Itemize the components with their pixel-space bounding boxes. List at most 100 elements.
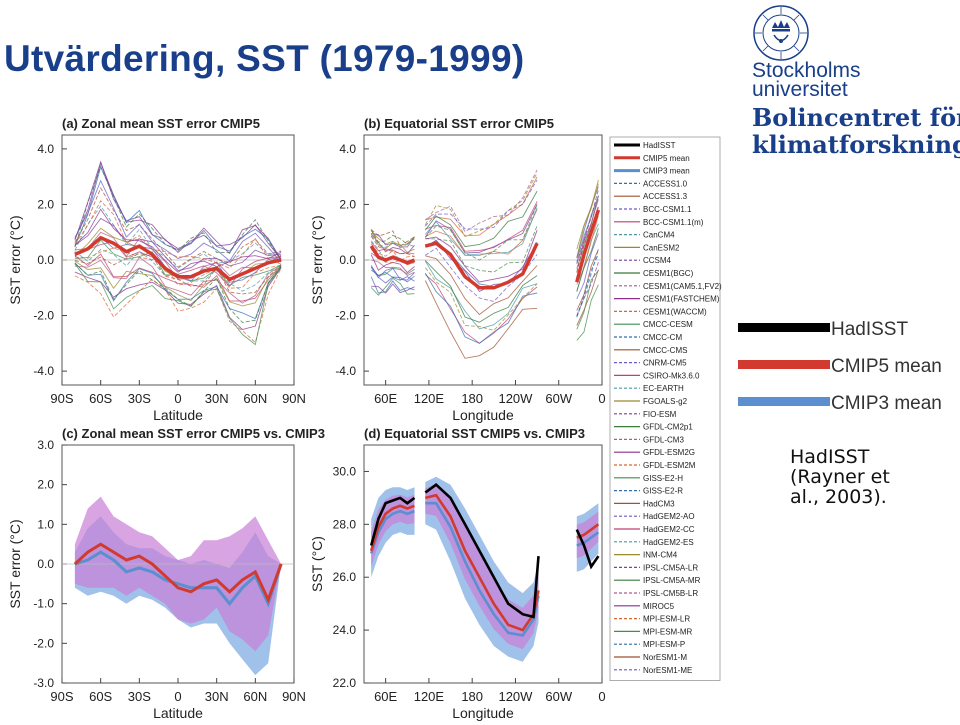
model-legend-label: FGOALS-g2 xyxy=(643,397,688,406)
centre-name-line2: klimatforskning xyxy=(752,130,960,159)
seal-outer-ring xyxy=(753,5,809,61)
panel-b-model-line xyxy=(424,179,538,230)
model-legend-label: INM-CM4 xyxy=(643,551,678,560)
panel-a-model-line xyxy=(74,260,282,307)
model-legend-label: HadISST xyxy=(643,141,676,150)
panel-a-model-line xyxy=(74,262,282,320)
panel-a-xtick-label: 90N xyxy=(282,391,306,406)
panel-b-model-line xyxy=(370,277,415,296)
panel-c-xtick-label: 60S xyxy=(89,689,112,704)
panel-d-cmip5-band xyxy=(576,511,599,559)
panel-d-xlabel: Longitude xyxy=(452,705,514,721)
panel-d-xtick-label: 120E xyxy=(414,689,445,704)
panel-c-ytick-label: -3.0 xyxy=(33,676,54,690)
sst-figure: (a) Zonal mean SST error CMIP5 4.0 2.0 0.0 -… xyxy=(7,116,722,721)
panel-b-model-line xyxy=(425,209,538,256)
panel-b-model-line xyxy=(424,190,538,248)
panel-d-ytick-label: 24.0 xyxy=(333,623,357,637)
panel-b-model-line xyxy=(370,269,415,282)
panel-a-model-line xyxy=(74,200,282,269)
seal-inner-ring xyxy=(762,14,800,52)
panel-a-model-line xyxy=(74,256,282,304)
model-legend-label: CESM1(WACCM) xyxy=(643,307,707,316)
panel-a-ytick-label: 4.0 xyxy=(37,142,54,156)
model-legend-label: HadCM3 xyxy=(643,499,675,508)
panel-a-model-line xyxy=(74,217,282,272)
panel-b-model-line xyxy=(424,260,538,323)
panel-b-model-line xyxy=(371,259,415,277)
source-note-line1: HadISST xyxy=(790,446,870,468)
panel-b-model-line xyxy=(370,267,415,281)
big-legend-cmip3-swatch xyxy=(738,397,830,406)
model-legend-label: IPSL-CM5A-LR xyxy=(643,563,698,572)
panel-c-xlabel: Latitude xyxy=(153,705,203,721)
university-name-line2: universitet xyxy=(752,78,848,101)
model-legend-label: ACCESS1.3 xyxy=(643,192,688,201)
model-legend-label: GFDL-CM3 xyxy=(643,435,684,444)
panel-c-xtick-label: 30N xyxy=(205,689,229,704)
model-legend-label: CNRM-CM5 xyxy=(643,359,687,368)
panel-c-ytick-label: 1.0 xyxy=(37,517,54,531)
model-legend-label: GFDL-ESM2G xyxy=(643,448,695,457)
panel-b-model-line xyxy=(576,215,599,285)
source-note-line3: al., 2003). xyxy=(790,486,887,508)
panel-b-model-line xyxy=(370,248,415,266)
model-legend-label: HadGEM2-CC xyxy=(643,525,695,534)
panel-a-xtick-label: 60S xyxy=(89,391,112,406)
panel-a-ytick-label: -2.0 xyxy=(33,309,54,323)
panel-a-ylabel: SST error (°C) xyxy=(7,215,23,304)
model-legend-label: HadGEM2-AO xyxy=(643,512,695,521)
panel-b-model-line xyxy=(370,236,415,258)
panel-a-cmip5-mean-line xyxy=(74,235,282,282)
panel-d-ylabel: SST (°C) xyxy=(309,536,325,592)
panel-a-xtick-label: 90S xyxy=(50,391,73,406)
panel-b-ytick-label: 2.0 xyxy=(339,197,356,211)
panel-d-xtick-label: 0 xyxy=(598,689,605,704)
panel-b-model-line xyxy=(576,270,599,330)
panel-d-ytick-label: 26.0 xyxy=(333,570,357,584)
panel-b-model-line xyxy=(425,230,538,283)
panel-b-cmip5-mean-line xyxy=(424,241,539,290)
panel-b-xlabel: Longitude xyxy=(452,407,514,423)
panel-b-cmip5-mean-line xyxy=(575,209,601,283)
panel-d-cmip3-mean-line xyxy=(576,531,600,547)
model-legend-label: CMCC-CMS xyxy=(643,346,687,355)
panel-d-ytick-label: 30.0 xyxy=(333,464,357,478)
panel-b-model-line xyxy=(424,272,538,344)
model-legend-label: CMCC-CESM xyxy=(643,320,693,329)
model-legend-label: MIROC5 xyxy=(643,602,675,611)
panel-b-model-line xyxy=(425,255,538,316)
panel-b-model-line xyxy=(424,172,538,238)
panel-c-ytick-label: 3.0 xyxy=(37,438,54,452)
panel-d-ytick-label: 22.0 xyxy=(333,676,357,690)
panel-b-model-line xyxy=(576,183,599,258)
model-legend-label: CESM1(FASTCHEM) xyxy=(643,295,720,304)
panel-b-model-line xyxy=(576,254,599,317)
panel-a-xtick-label: 30S xyxy=(128,391,151,406)
big-legend: HadISST CMIP5 mean CMIP3 mean xyxy=(738,319,942,414)
model-legend-label: MPI-ESM-LR xyxy=(643,615,690,624)
panel-c-xtick-label: 90N xyxy=(282,689,306,704)
panel-b-ytick-label: 4.0 xyxy=(339,142,356,156)
model-legend-label: IPSL-CM5B-LR xyxy=(643,589,698,598)
panel-b-model-line xyxy=(370,235,415,249)
panel-a-model-line xyxy=(74,262,282,323)
panel-b-model-line xyxy=(576,233,599,300)
panel-d-cmip5-mean-line xyxy=(369,504,415,552)
panel-b-model-line xyxy=(370,229,415,245)
panel-b-xtick-label: 120E xyxy=(414,391,445,406)
big-legend-cmip5-swatch xyxy=(738,360,830,369)
panel-a-model-line xyxy=(74,263,282,346)
panel-a-ytick-label: -4.0 xyxy=(33,364,54,378)
panel-a-model-line xyxy=(74,186,282,268)
panel-b-model-line xyxy=(370,229,415,247)
panel-b-ylabel: SST error (°C) xyxy=(309,215,325,304)
panel-b-model-line xyxy=(370,229,415,253)
panel-d-cmip3-mean-line xyxy=(369,509,415,554)
panel-d-xtick-label: 180 xyxy=(461,689,483,704)
panel-c-ytick-label: -2.0 xyxy=(33,636,54,650)
panel-b-model-line xyxy=(576,262,599,316)
big-legend-cmip3-label: CMIP3 mean xyxy=(831,393,942,414)
panel-c-title: (c) Zonal mean SST error CMIP5 vs. CMIP3 xyxy=(62,426,325,441)
model-legend-label: GFDL-CM2p1 xyxy=(643,423,693,432)
